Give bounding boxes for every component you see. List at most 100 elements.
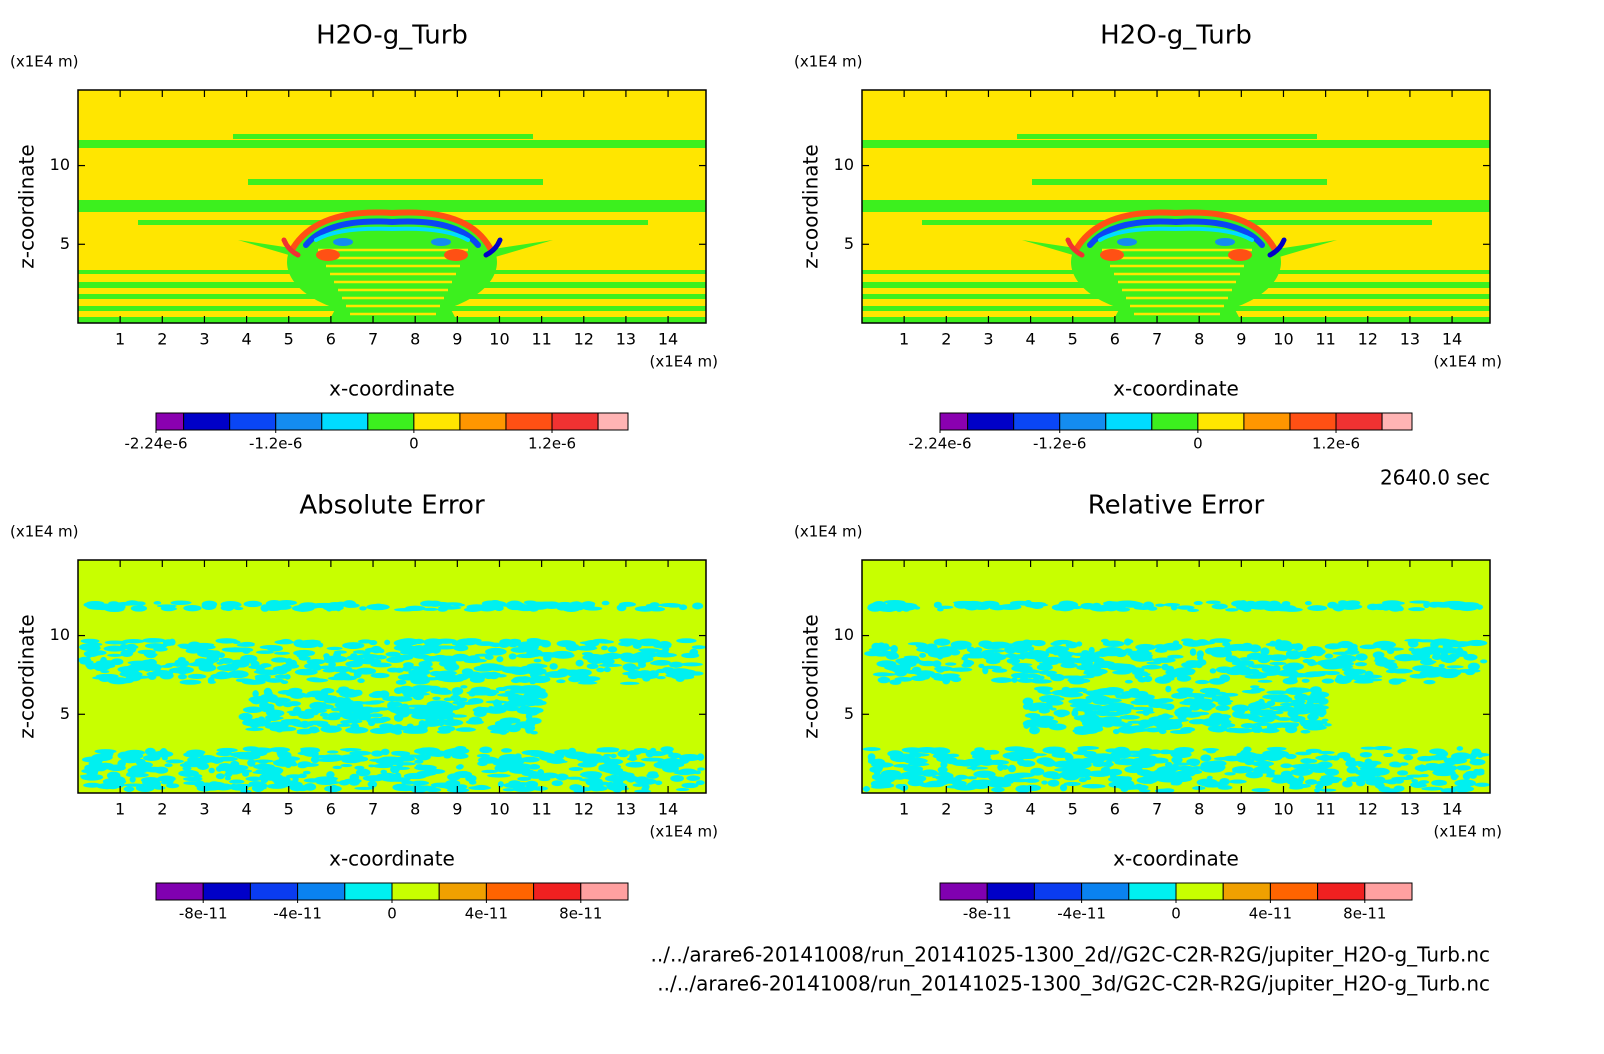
contour-fill — [374, 654, 387, 660]
contour-fill — [544, 671, 569, 678]
contour-fill — [368, 713, 383, 718]
contour-fill — [1469, 758, 1486, 766]
contour-fill — [676, 638, 697, 644]
colorbar-tick-label: 0 — [1171, 905, 1181, 923]
contour-fill — [1127, 652, 1142, 657]
contour-fill — [230, 751, 253, 758]
contour-fill — [586, 663, 599, 670]
contour-fill — [1080, 713, 1100, 722]
colorbar-box — [1335, 412, 1383, 431]
contour-fill — [461, 668, 474, 676]
contour-fill — [166, 783, 180, 789]
contour-fill — [1288, 706, 1313, 715]
contour-fill — [1046, 700, 1064, 706]
contour-fill — [80, 773, 104, 781]
contour-fill — [1275, 705, 1295, 712]
contour-fill — [620, 681, 640, 685]
contour-fill — [880, 769, 901, 777]
contour-fill — [932, 775, 949, 779]
contour-fill — [693, 603, 702, 608]
contour-fill — [1215, 705, 1230, 711]
contour-fill — [1142, 601, 1154, 609]
x-tick-label: 1 — [899, 330, 909, 349]
contour-fill — [1100, 716, 1122, 724]
contour-fill — [483, 237, 503, 258]
contour-fill — [903, 608, 910, 612]
contour-fill — [513, 782, 532, 786]
contour-fill — [1409, 600, 1430, 604]
contour-fill — [1285, 687, 1304, 696]
contour-fill — [598, 663, 623, 668]
contour-fill — [1257, 679, 1273, 683]
contour-fill — [539, 754, 559, 761]
contour-fill — [1065, 237, 1085, 258]
contour-fill — [1358, 772, 1371, 777]
contour-fill — [603, 753, 613, 757]
colorbar-box — [1222, 882, 1271, 901]
contour-fill — [103, 645, 126, 652]
contour-fill — [873, 652, 891, 657]
y-unit: (x1E4 m) — [10, 523, 79, 541]
contour-fill — [1050, 641, 1063, 647]
contour-fill — [1083, 725, 1104, 733]
contour-fill — [584, 640, 600, 647]
contour-fill — [359, 659, 376, 665]
contour-fill — [1081, 783, 1106, 789]
contour-fill — [336, 723, 352, 727]
contour-fill — [298, 712, 315, 719]
contour-fill — [138, 220, 328, 225]
contour-fill — [1454, 779, 1476, 787]
contour-fill — [1406, 774, 1425, 778]
contour-fill — [1028, 654, 1043, 660]
contour-fill — [325, 715, 341, 721]
plot-frame — [77, 559, 707, 794]
contour-fill — [538, 777, 551, 782]
contour-fill — [295, 642, 319, 649]
contour-fill — [316, 780, 336, 786]
contour-fill — [1173, 746, 1195, 754]
contour-fill — [1318, 788, 1337, 792]
contour-fill — [314, 226, 470, 242]
contour-fill — [549, 663, 558, 670]
contour-fill — [1364, 758, 1373, 766]
contour-fill — [266, 645, 283, 652]
x-axis-label: x-coordinate — [1113, 377, 1239, 401]
contour-fill — [476, 753, 490, 758]
contour-fill — [559, 603, 577, 612]
contour-fill — [1146, 661, 1162, 665]
contour-fill — [328, 265, 458, 323]
contour-fill — [265, 703, 275, 709]
contour-fill — [254, 674, 271, 680]
contour-fill — [453, 644, 469, 652]
contour-fill — [615, 786, 630, 791]
contour-fill — [1102, 687, 1124, 695]
colorbar-box — [155, 412, 185, 431]
colorbar-box — [367, 412, 415, 431]
contour-fill — [949, 667, 973, 672]
contour-fill — [78, 140, 706, 148]
contour-fill — [1036, 757, 1054, 765]
contour-fill — [1206, 775, 1213, 780]
contour-fill — [522, 698, 539, 707]
contour-fill — [1069, 675, 1084, 683]
contour-fill — [94, 749, 117, 754]
colorbar-box — [1381, 412, 1413, 431]
contour-fill — [443, 602, 463, 606]
colorbar-box — [1289, 412, 1337, 431]
contour-fill — [966, 776, 978, 780]
contour-fill — [689, 648, 699, 656]
contour-fill — [78, 656, 92, 664]
contour-fill — [1430, 668, 1453, 675]
contour-fill — [1105, 748, 1120, 753]
contour-fill — [239, 641, 255, 647]
contour-fill — [142, 778, 161, 787]
x-tick-label: 13 — [1400, 800, 1420, 819]
contour-fill — [871, 762, 893, 768]
contour-fill — [205, 602, 216, 608]
contour-fill — [122, 644, 139, 650]
contour-fill — [231, 659, 255, 664]
contour-fill — [368, 692, 385, 699]
x-tick-label: 14 — [1442, 330, 1462, 349]
contour-fill — [1124, 679, 1133, 684]
contour-fill — [481, 600, 499, 607]
